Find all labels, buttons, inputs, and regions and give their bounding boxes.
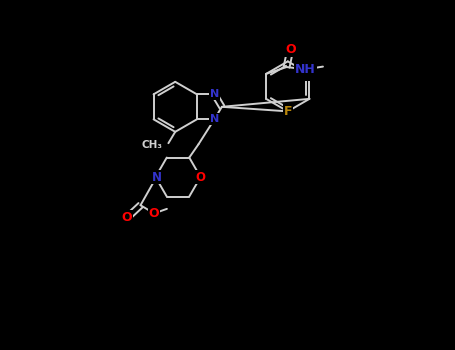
Text: N: N [152, 170, 162, 183]
Text: O: O [149, 207, 159, 220]
Text: NH: NH [295, 63, 316, 76]
Text: CH₃: CH₃ [142, 140, 163, 150]
Text: O: O [196, 170, 206, 183]
Text: F: F [283, 105, 292, 118]
Text: O: O [121, 211, 132, 224]
Text: N: N [210, 114, 219, 124]
Text: F: F [305, 67, 313, 80]
Text: O: O [285, 43, 296, 56]
Text: N: N [210, 89, 219, 99]
